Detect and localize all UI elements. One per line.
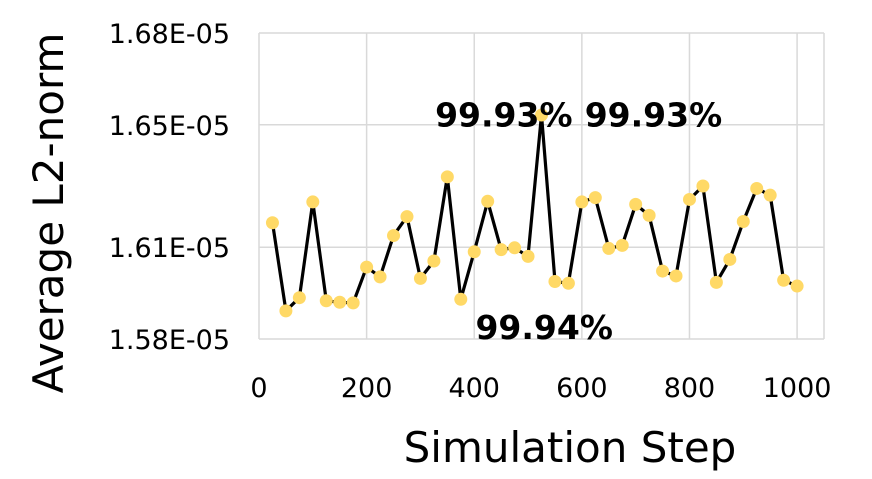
- data-point: [750, 181, 764, 195]
- annotation-label: 99.93%: [585, 96, 722, 135]
- data-point: [602, 241, 616, 255]
- data-point: [709, 275, 723, 289]
- data-point: [346, 296, 360, 310]
- annotation-label: 99.94%: [475, 308, 612, 347]
- data-point: [319, 294, 333, 308]
- data-point: [790, 279, 804, 293]
- data-point: [494, 243, 508, 257]
- data-point: [467, 245, 481, 259]
- x-tick-label: 600: [556, 373, 608, 404]
- data-point: [615, 238, 629, 252]
- data-point: [306, 195, 320, 209]
- data-point: [736, 214, 750, 228]
- y-tick-label: 1.61E-05: [109, 233, 230, 264]
- data-point: [777, 273, 791, 287]
- data-point: [642, 208, 656, 222]
- x-tick-label: 0: [250, 373, 267, 404]
- y-axis-title: Average L2-norm: [24, 33, 73, 394]
- annotation-label: 99.93%: [435, 96, 572, 135]
- data-point: [454, 292, 468, 306]
- x-tick-label: 200: [341, 373, 393, 404]
- y-tick-label: 1.58E-05: [109, 325, 230, 356]
- y-tick-label: 1.68E-05: [109, 19, 230, 50]
- series-line: [270, 113, 798, 313]
- data-point: [521, 249, 535, 263]
- data-point: [669, 269, 683, 283]
- data-point: [535, 108, 548, 122]
- data-point: [682, 192, 696, 206]
- x-axis-title: Simulation Step: [404, 423, 737, 472]
- x-tick-labels: 0 200 400 600 800 1000: [250, 373, 831, 404]
- data-points: [265, 108, 804, 318]
- data-point: [629, 197, 643, 211]
- data-point: [481, 194, 495, 208]
- y-tick-label: 1.65E-05: [109, 111, 230, 142]
- data-point: [575, 195, 589, 209]
- data-point: [427, 254, 441, 268]
- data-point: [763, 188, 777, 202]
- data-point: [400, 210, 414, 224]
- grid-lines: [258, 32, 825, 340]
- annotations: 99.93% 99.94% 99.93%: [435, 96, 722, 347]
- data-point: [561, 276, 575, 290]
- data-point: [413, 271, 427, 285]
- data-point: [723, 252, 737, 266]
- data-point: [333, 295, 347, 309]
- x-tick-label: 400: [448, 373, 500, 404]
- data-point: [696, 179, 710, 193]
- data-point: [373, 270, 387, 284]
- x-tick-label: 800: [664, 373, 716, 404]
- data-point: [292, 291, 306, 305]
- y-tick-labels: 1.58E-05 1.61E-05 1.65E-05 1.68E-05: [109, 19, 230, 356]
- data-point: [588, 191, 602, 205]
- x-tick-label: 1000: [763, 373, 832, 404]
- data-point: [387, 229, 401, 243]
- data-point: [656, 264, 670, 278]
- data-point: [440, 170, 454, 184]
- data-point: [360, 260, 374, 274]
- series-line-group: [270, 113, 798, 313]
- data-point: [508, 241, 522, 255]
- data-point: [265, 216, 279, 230]
- data-point: [548, 274, 562, 288]
- data-point: [279, 304, 293, 318]
